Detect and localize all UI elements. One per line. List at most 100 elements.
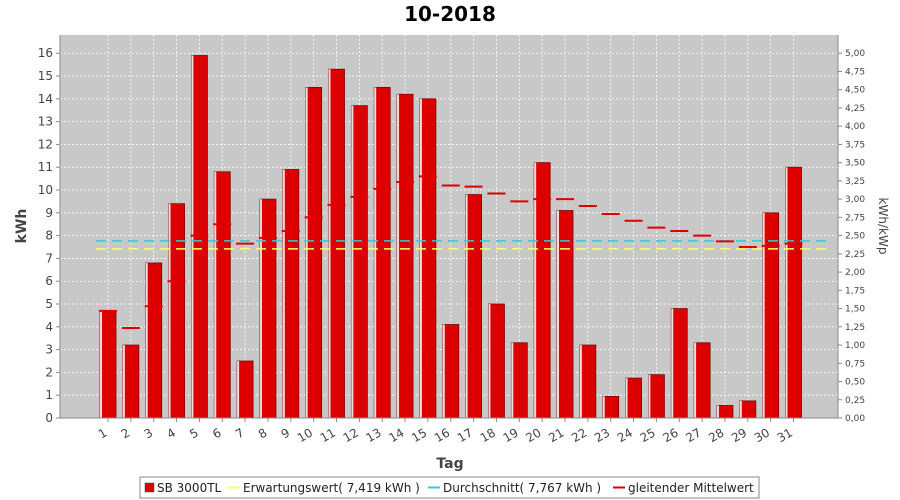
bar-highlight bbox=[648, 374, 651, 418]
bar bbox=[693, 342, 711, 419]
bar-highlight bbox=[511, 342, 514, 418]
y2-tick-label: 2,50 bbox=[845, 232, 865, 242]
y-tick-label: 6 bbox=[45, 274, 53, 288]
bar-highlight bbox=[579, 345, 582, 418]
bar-highlight bbox=[100, 310, 102, 418]
bar-highlight bbox=[671, 308, 674, 418]
y-tick-label: 8 bbox=[45, 229, 53, 243]
x-tick-label: 15 bbox=[409, 425, 429, 445]
y-tick-label: 2 bbox=[45, 365, 53, 379]
bar bbox=[145, 262, 163, 419]
y2-tick-label: 1,00 bbox=[845, 341, 865, 351]
bar-highlight bbox=[785, 167, 788, 418]
bar-highlight bbox=[488, 304, 491, 418]
x-tick-label: 22 bbox=[569, 425, 589, 445]
y2-tick-label: 3,25 bbox=[845, 177, 865, 187]
x-tick-label: 6 bbox=[210, 425, 224, 441]
bar-highlight bbox=[282, 169, 285, 418]
y2-tick-label: 4,25 bbox=[845, 104, 865, 114]
y2-tick-label: 0,75 bbox=[845, 359, 865, 369]
bar bbox=[602, 395, 620, 419]
y-tick-label: 1 bbox=[45, 388, 53, 402]
bar bbox=[670, 308, 688, 419]
bar-highlight bbox=[397, 94, 400, 419]
x-tick-label: 10 bbox=[295, 425, 315, 445]
y2-tick-label: 2,25 bbox=[845, 250, 865, 260]
bar bbox=[419, 98, 437, 419]
bar bbox=[510, 342, 528, 419]
y-tick-label: 5 bbox=[45, 297, 53, 311]
bar-series bbox=[99, 55, 802, 419]
bar bbox=[785, 166, 802, 419]
bar bbox=[328, 68, 345, 419]
y2-tick-label: 2,75 bbox=[845, 213, 865, 223]
x-tick-label: 18 bbox=[478, 425, 498, 445]
y2-tick-label: 0,25 bbox=[845, 396, 865, 406]
bar bbox=[465, 194, 483, 419]
bar-highlight bbox=[214, 171, 217, 418]
bar bbox=[350, 105, 368, 419]
bar-highlight bbox=[351, 105, 354, 419]
x-tick-label: 25 bbox=[638, 425, 658, 445]
x-tick-label: 14 bbox=[386, 425, 406, 445]
legend-label-expected: Erwartungswert( 7,419 kWh ) bbox=[243, 481, 420, 495]
y-tick-label: 15 bbox=[38, 69, 53, 83]
x-tick-label: 8 bbox=[256, 425, 270, 441]
bar bbox=[579, 344, 597, 419]
bar-highlight bbox=[557, 210, 559, 418]
y2-tick-label: 4,00 bbox=[845, 122, 865, 132]
chart-title: 10-2018 bbox=[404, 2, 496, 26]
bar bbox=[648, 374, 665, 419]
y-tick-label: 7 bbox=[45, 251, 53, 265]
bar bbox=[739, 400, 757, 419]
y-tick-label: 10 bbox=[38, 183, 53, 197]
bar-highlight bbox=[122, 345, 125, 418]
bar-highlight bbox=[237, 361, 240, 418]
bar bbox=[488, 303, 505, 419]
x-tick-label: 13 bbox=[363, 425, 383, 445]
bar bbox=[213, 171, 231, 419]
x-tick-label: 11 bbox=[318, 425, 338, 445]
bar bbox=[533, 162, 551, 419]
bar-highlight bbox=[762, 212, 765, 418]
x-tick-label: 26 bbox=[661, 425, 681, 445]
bar-highlight bbox=[145, 262, 148, 418]
bar-highlight bbox=[694, 342, 697, 418]
bar bbox=[168, 203, 185, 419]
bar-highlight bbox=[374, 87, 377, 419]
x-tick-label: 23 bbox=[592, 425, 612, 445]
y2-tick-label: 4,50 bbox=[845, 86, 865, 96]
y2-tick-label: 3,00 bbox=[845, 195, 865, 205]
legend-swatch-bars bbox=[144, 482, 155, 493]
y2-tick-label: 1,25 bbox=[845, 323, 865, 333]
x-tick-label: 17 bbox=[455, 425, 475, 445]
y2-tick-label: 0,00 bbox=[845, 414, 865, 424]
legend-box bbox=[139, 476, 760, 499]
bar bbox=[99, 310, 117, 419]
y2-tick-label: 1,75 bbox=[845, 286, 865, 296]
x-tick-label: 2 bbox=[119, 425, 133, 441]
legend-label-bars: SB 3000TL bbox=[157, 481, 222, 495]
bar bbox=[259, 198, 277, 419]
x-tick-label: 19 bbox=[501, 425, 521, 445]
x-tick-label: 9 bbox=[279, 425, 293, 441]
y2-axis-ticks: 0,00 0,25 0,50 0,75 1,00 1,25 1,50 1,75 2,00 2,25… bbox=[838, 49, 865, 424]
bar bbox=[190, 55, 208, 419]
bar-highlight bbox=[259, 199, 262, 418]
bar-highlight bbox=[305, 87, 308, 419]
bar bbox=[122, 344, 140, 419]
x-tick-label: 5 bbox=[187, 425, 201, 441]
bar-highlight bbox=[625, 378, 628, 418]
x-axis-label: Tag bbox=[436, 456, 463, 472]
x-tick-label: 12 bbox=[341, 425, 361, 445]
bar-highlight bbox=[168, 203, 171, 418]
x-tick-label: 7 bbox=[233, 425, 247, 441]
bar bbox=[236, 360, 254, 419]
y2-tick-label: 5,00 bbox=[845, 49, 865, 59]
bar bbox=[282, 169, 300, 419]
y-tick-label: 16 bbox=[38, 46, 53, 60]
bar-highlight bbox=[442, 324, 445, 418]
y-tick-label: 4 bbox=[45, 320, 53, 334]
